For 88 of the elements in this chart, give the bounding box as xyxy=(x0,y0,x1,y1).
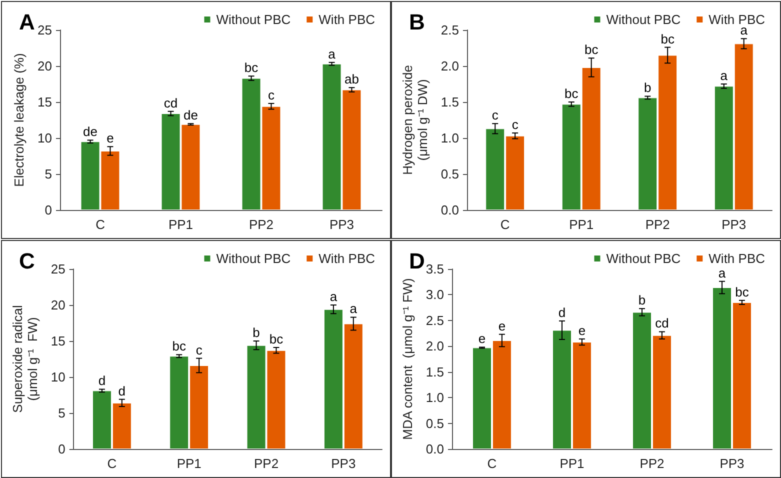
data-label: ab xyxy=(344,72,359,87)
x-tick-label: PP2 xyxy=(254,456,279,471)
data-label: d xyxy=(558,304,566,320)
data-label: d xyxy=(98,373,106,388)
chart-title: D xyxy=(409,248,425,274)
legend-label: With PBC xyxy=(708,251,765,266)
data-label: c xyxy=(196,342,203,358)
y-tick-label: 3.0 xyxy=(426,287,444,302)
legend-label: Without PBC xyxy=(606,251,681,266)
data-label: e xyxy=(578,322,586,338)
y-tick-label: 0.5 xyxy=(440,166,459,182)
data-label: c xyxy=(512,116,519,132)
y-axis-title: MDA content (μmol g⁻¹ FW) xyxy=(400,278,415,440)
legend-label: Without PBC xyxy=(606,12,681,27)
y-tick-label: 15 xyxy=(50,334,66,348)
legend-label: With PBC xyxy=(318,12,375,27)
data-label: e xyxy=(106,130,114,146)
x-tick-label: PP1 xyxy=(168,217,194,232)
y-tick-label: 15 xyxy=(38,94,52,110)
y-axis-title: Electrolyte leakage (%) xyxy=(12,53,27,187)
y-tick-label: 3.5 xyxy=(426,262,444,276)
data-label: d xyxy=(118,383,126,398)
y-tick-label: 1.5 xyxy=(426,364,444,380)
x-tick-label: PP3 xyxy=(329,217,354,232)
data-label: a xyxy=(718,265,726,280)
y-tick-label: 2.0 xyxy=(426,338,444,354)
y-tick-label: 2.5 xyxy=(440,22,459,38)
data-label: bc xyxy=(564,86,579,101)
y-tick-label: 1.0 xyxy=(440,130,459,146)
data-label: e xyxy=(498,318,506,334)
data-label: bc xyxy=(172,338,186,354)
data-label: a xyxy=(330,289,338,304)
y-tick-label: 0 xyxy=(44,202,52,218)
data-label: bc xyxy=(660,31,675,46)
chart-title: B xyxy=(409,10,425,34)
data-label: cd xyxy=(164,95,178,110)
y-tick-label: 2.0 xyxy=(440,58,459,74)
y-tick-label: 0.0 xyxy=(426,442,444,456)
y-tick-label: 25 xyxy=(50,262,66,276)
y-tick-label: 2.5 xyxy=(426,312,444,328)
data-label: c xyxy=(268,87,275,102)
data-label: bc xyxy=(244,60,259,76)
x-tick-label: PP2 xyxy=(640,456,664,471)
data-label: a xyxy=(720,68,728,83)
y-axis-title: Hydrogen peroxide (μmol g⁻¹ DW) xyxy=(400,65,430,175)
data-label: c xyxy=(492,108,499,123)
x-tick-label: PP3 xyxy=(331,456,356,471)
data-label: e xyxy=(478,331,486,346)
y-tick-label: 10 xyxy=(50,370,66,384)
y-tick-label: 5 xyxy=(44,166,52,182)
y-tick-label: 0 xyxy=(58,442,66,456)
x-tick-label: PP1 xyxy=(560,456,584,471)
x-tick-label: PP2 xyxy=(248,217,274,232)
x-tick-label: PP1 xyxy=(569,217,594,232)
y-tick-label: 0.5 xyxy=(426,416,444,431)
y-tick-label: 10 xyxy=(38,130,52,146)
x-tick-label: C xyxy=(500,217,510,232)
data-label: a xyxy=(328,46,336,62)
y-tick-label: 25 xyxy=(38,22,52,38)
y-tick-label: 1.0 xyxy=(426,390,444,406)
x-tick-label: C xyxy=(107,456,117,471)
x-tick-label: PP3 xyxy=(720,456,744,471)
data-label: b xyxy=(638,292,646,308)
y-tick-label: 5 xyxy=(58,406,66,420)
y-tick-label: 1.5 xyxy=(440,94,459,110)
legend-label: Without PBC xyxy=(216,251,291,266)
data-label: bc xyxy=(269,331,284,346)
data-label: de xyxy=(183,108,198,123)
data-label: de xyxy=(83,124,98,140)
data-label: bc xyxy=(735,284,750,300)
x-tick-label: PP3 xyxy=(722,217,746,232)
x-tick-label: C xyxy=(487,456,497,471)
x-tick-label: PP2 xyxy=(645,217,670,232)
chart-title: C xyxy=(19,248,35,274)
legend-label: Without PBC xyxy=(216,12,291,27)
legend-label: With PBC xyxy=(318,251,375,266)
data-label: b xyxy=(644,80,652,96)
x-tick-label: PP1 xyxy=(176,456,202,471)
data-label: bc xyxy=(584,42,599,58)
y-tick-label: 20 xyxy=(50,298,66,312)
y-tick-label: 0.0 xyxy=(440,202,459,218)
y-axis-title: Superoxide radical (μmol g⁻¹ FW) xyxy=(10,305,40,413)
data-label: b xyxy=(252,325,260,340)
data-label: a xyxy=(350,301,358,316)
y-tick-label: 20 xyxy=(38,58,52,74)
x-tick-label: C xyxy=(96,217,105,232)
chart-title: A xyxy=(19,10,35,34)
data-label: cd xyxy=(655,316,669,331)
